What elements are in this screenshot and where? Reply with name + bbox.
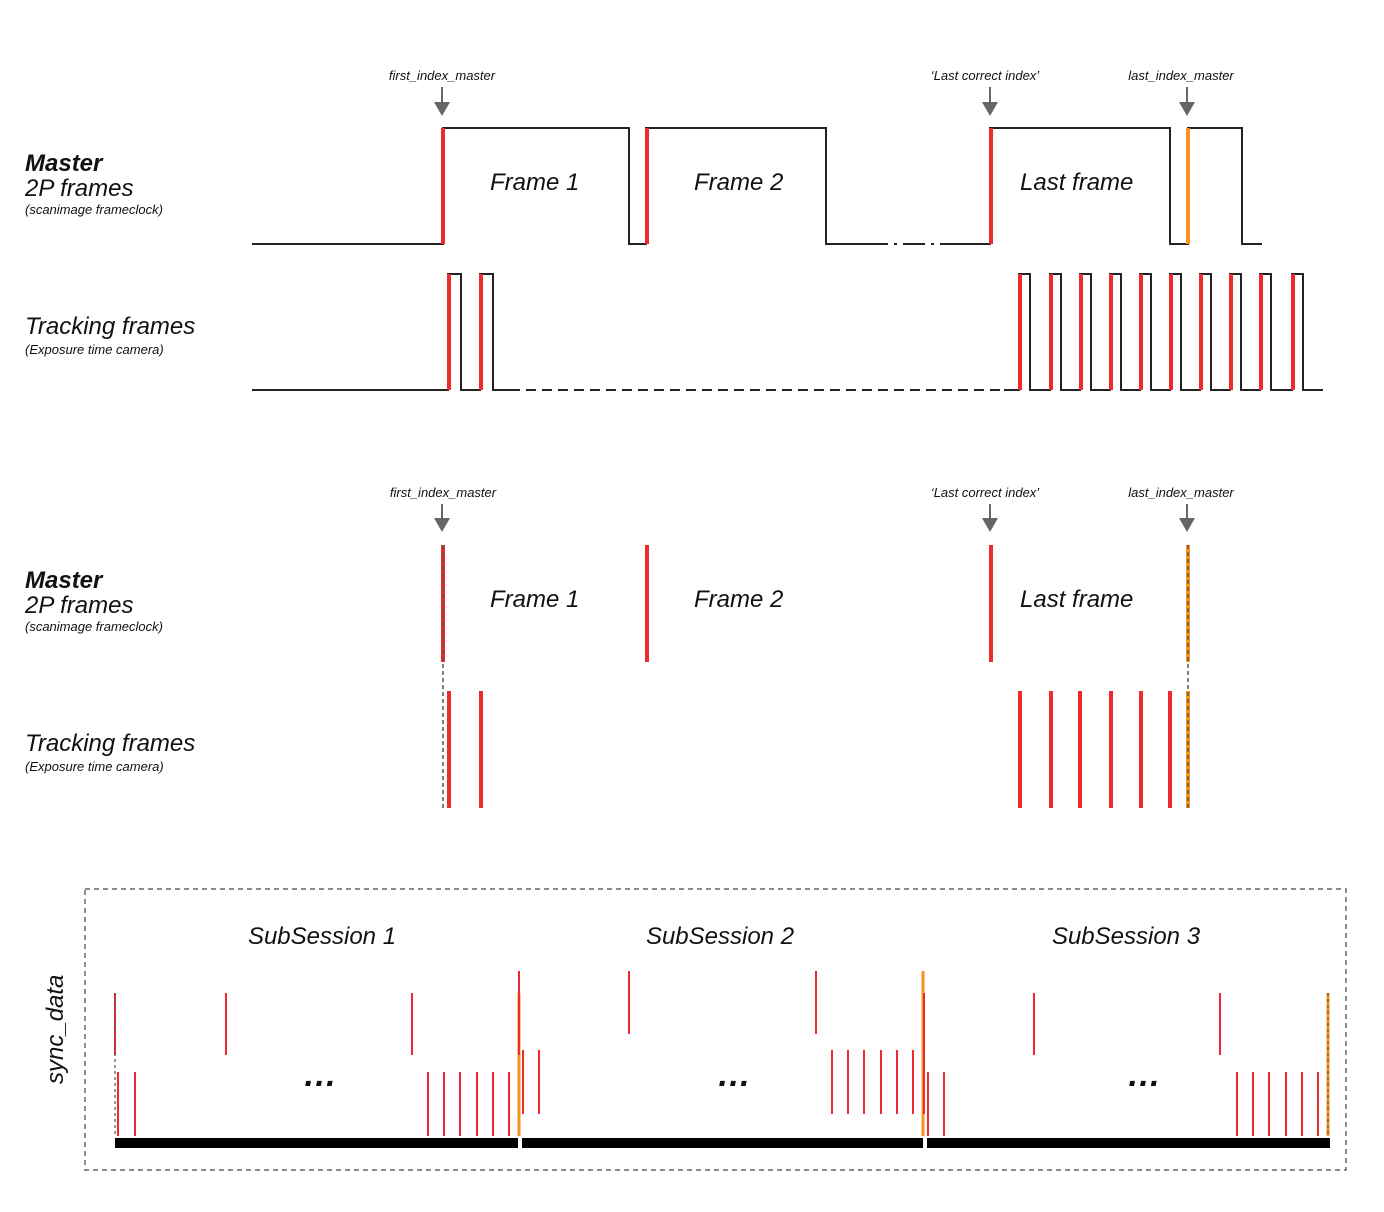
- marker-label-last-top: last_index_master: [1128, 68, 1234, 83]
- tracking-title-top: Tracking frames: [25, 313, 196, 340]
- frame2-label-mid: Frame 2: [694, 586, 784, 613]
- marker-label-last-mid: last_index_master: [1128, 485, 1234, 500]
- sync-data-axis-label: sync_data: [42, 974, 69, 1084]
- sync-ticks: [114, 971, 1330, 1136]
- marker-label-last-correct-mid: ‘Last correct index’: [930, 485, 1040, 500]
- last-frame-label-mid: Last frame: [1020, 586, 1134, 613]
- master-sub-mid: 2P frames: [25, 592, 134, 619]
- tracking-waveform: [252, 273, 1004, 391]
- master-edges: [441, 128, 1190, 244]
- master-note-top: (scanimage frameclock): [25, 202, 163, 217]
- last-frame-label-top: Last frame: [1020, 169, 1134, 196]
- tracking-index-lines: [447, 691, 1190, 808]
- ellipsis-3: …: [1127, 1056, 1161, 1094]
- marker-arrows-mid: [434, 504, 1195, 532]
- marker-arrows-top: [434, 87, 1195, 116]
- tracking-edges-right: [1018, 274, 1295, 390]
- marker-label-last-correct-top: ‘Last correct index’: [930, 68, 1040, 83]
- frame2-label-top: Frame 2: [694, 169, 784, 196]
- master-sub-top: 2P frames: [25, 175, 134, 202]
- master-title-top: Master: [25, 150, 103, 177]
- tracking-title-mid: Tracking frames: [25, 730, 196, 757]
- tracking-edges: [447, 274, 483, 390]
- panel-sync-data: [84, 888, 1347, 1171]
- subsession-2-label: SubSession 2: [645, 923, 795, 950]
- panel-indices: [434, 504, 1195, 808]
- sync-bars: [115, 1138, 1330, 1148]
- frame1-label-top: Frame 1: [490, 169, 580, 196]
- frame1-label-mid: Frame 1: [490, 586, 580, 613]
- marker-label-first-top: first_index_master: [388, 68, 496, 83]
- ellipsis-1: …: [303, 1056, 337, 1094]
- ellipsis-2: …: [717, 1056, 751, 1094]
- sync-data-frame: [84, 888, 1347, 1171]
- tracking-note-mid: (Exposure time camera): [25, 759, 164, 774]
- panel-waveforms: [252, 87, 1323, 391]
- subsession-1-label: SubSession 1: [247, 923, 397, 950]
- master-title-mid: Master: [25, 567, 103, 594]
- master-note-mid: (scanimage frameclock): [25, 619, 163, 634]
- alignment-dashed-lines: [442, 545, 1189, 808]
- tracking-note-top: (Exposure time camera): [25, 342, 164, 357]
- marker-label-first-mid: first_index_master: [389, 485, 497, 500]
- subsession-3-label: SubSession 3: [1051, 923, 1201, 950]
